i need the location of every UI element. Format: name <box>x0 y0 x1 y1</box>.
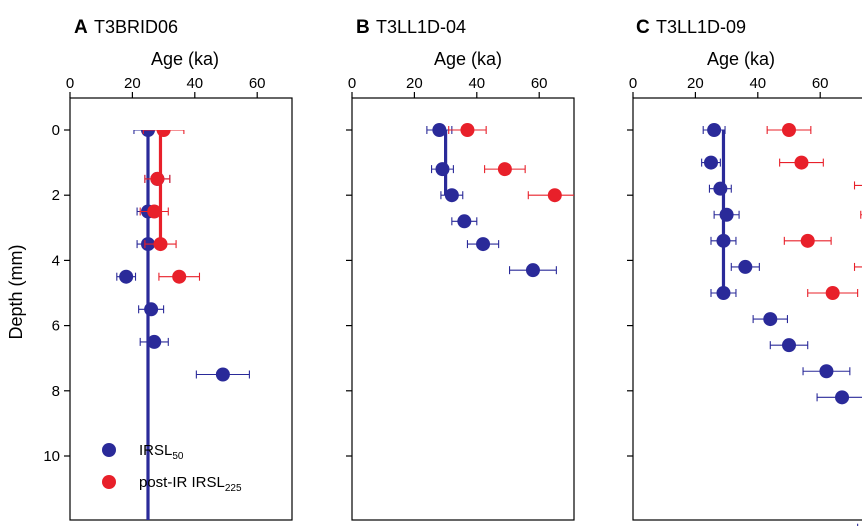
x-tick-label-b-20: 20 <box>406 75 423 92</box>
point-postir225-b-0 <box>460 123 475 137</box>
x-tick-label-a-0: 0 <box>66 75 74 92</box>
point-postir225-a-4 <box>172 269 187 284</box>
marks-group-b <box>426 123 609 303</box>
x-tick-label-a-40: 40 <box>186 75 203 92</box>
panel-c: C T3LL1D-09 Age (ka) 0 20 40 60 <box>627 17 862 526</box>
point-irsl50-c-10 <box>835 390 850 405</box>
panel-a: A T3BRID06 Age (ka) 0 20 40 60 0 2 4 6 8 10 IRSL5… <box>43 17 293 521</box>
panel-title-c: T3LL1D-09 <box>656 17 746 37</box>
point-postir225-a-3 <box>153 237 168 252</box>
x-axis-title-b: Age (ka) <box>434 49 502 69</box>
x-axis-title-c: Age (ka) <box>707 49 775 69</box>
point-irsl50-c-4 <box>716 233 731 248</box>
point-postir225-c-0 <box>782 123 796 137</box>
point-irsl50-c-3 <box>719 207 734 222</box>
legend: IRSL50 post-IR IRSL225 <box>102 442 242 494</box>
point-irsl50-b-0 <box>432 123 447 137</box>
tick-group-c: 0 20 40 60 <box>627 75 829 457</box>
panel-letter-c: C <box>636 17 650 38</box>
point-postir225-a-1 <box>150 171 165 186</box>
point-irsl50-b-5 <box>525 263 540 278</box>
point-irsl50-c-9 <box>819 364 834 379</box>
point-postir225-c-4 <box>800 233 815 248</box>
marks-group-c <box>701 123 862 526</box>
y-axis-title: Depth (mm) <box>6 244 26 339</box>
point-postir225-a-2 <box>147 204 162 219</box>
y-tick-label-4: 4 <box>52 252 60 269</box>
x-tick-label-c-20: 20 <box>687 75 704 92</box>
point-irsl50-a-5 <box>144 302 159 317</box>
point-irsl50-b-1 <box>435 162 450 177</box>
point-postir225-c-1 <box>794 155 809 170</box>
marks-group-a <box>116 130 250 520</box>
panel-letter-a: A <box>74 17 88 38</box>
x-tick-label-b-60: 60 <box>531 75 548 92</box>
point-postir225-c-6 <box>825 286 840 300</box>
x-tick-label-c-40: 40 <box>749 75 766 92</box>
legend-label-postir225: post-IR IRSL225 <box>139 474 242 494</box>
plot-frame-b <box>351 97 575 521</box>
point-irsl50-a-4 <box>119 269 134 284</box>
panel-title-a: T3BRID06 <box>94 17 178 37</box>
y-tick-label-8: 8 <box>52 383 60 400</box>
panel-letter-b: B <box>356 17 370 38</box>
legend-label-irsl50: IRSL50 <box>139 442 184 462</box>
point-irsl50-b-3 <box>457 214 472 229</box>
x-tick-label-a-60: 60 <box>249 75 266 92</box>
point-irsl50-c-5 <box>738 259 753 274</box>
panel-b-header: B T3LL1D-04 <box>356 17 466 38</box>
y-tick-label-0: 0 <box>52 122 60 139</box>
x-tick-label-b-40: 40 <box>468 75 485 92</box>
point-postir225-b-2 <box>547 188 562 203</box>
point-irsl50-c-8 <box>782 338 796 353</box>
legend-marker-irsl50 <box>102 443 116 457</box>
point-irsl50-b-2 <box>444 188 459 203</box>
y-tick-label-10: 10 <box>43 448 60 465</box>
point-postir225-b-1 <box>497 162 512 177</box>
plot-frame-c <box>632 97 862 521</box>
tick-group-a: 0 20 40 60 0 2 4 6 8 10 <box>43 75 265 465</box>
point-irsl50-c-6 <box>716 286 731 300</box>
point-irsl50-a-0 <box>141 130 155 137</box>
point-irsl50-a-6 <box>147 334 162 349</box>
panel-c-header: C T3LL1D-09 <box>636 17 746 38</box>
legend-marker-postir225 <box>102 475 116 489</box>
x-axis-title-a: Age (ka) <box>151 49 219 69</box>
x-tick-label-c-60: 60 <box>812 75 829 92</box>
y-tick-label-6: 6 <box>52 318 60 335</box>
point-irsl50-c-1 <box>704 155 718 170</box>
y-tick-label-2: 2 <box>52 187 60 204</box>
panel-title-b: T3LL1D-04 <box>376 17 466 37</box>
tick-group-b: 0 20 40 60 <box>346 75 548 457</box>
point-irsl50-c-7 <box>763 312 778 327</box>
panel-a-header: A T3BRID06 <box>74 17 178 38</box>
x-tick-label-c-0: 0 <box>629 75 637 92</box>
point-irsl50-c-2 <box>713 181 728 196</box>
point-irsl50-b-4 <box>476 237 491 252</box>
point-irsl50-c-0 <box>707 123 722 137</box>
x-tick-label-a-20: 20 <box>124 75 141 92</box>
x-tick-label-b-0: 0 <box>348 75 356 92</box>
plot-frame-a <box>69 97 293 521</box>
panel-b: B T3LL1D-04 Age (ka) 0 20 40 60 <box>346 17 609 521</box>
point-postir225-a-0 <box>156 130 171 137</box>
point-irsl50-a-7 <box>215 367 230 382</box>
point-irsl50-b-6 <box>595 289 609 303</box>
